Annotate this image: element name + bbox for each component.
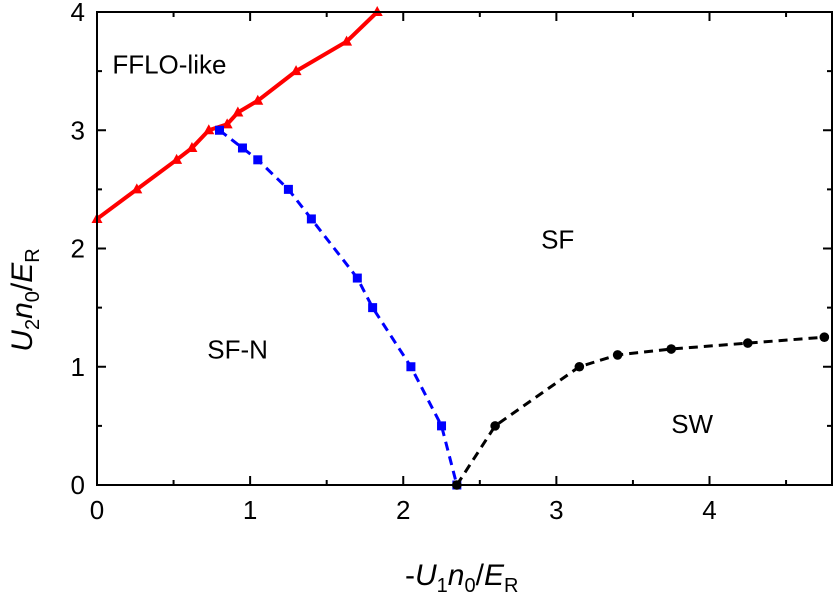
data-point [406, 362, 416, 372]
series-line [455, 335, 825, 486]
data-point [283, 184, 293, 194]
data-point [253, 155, 263, 165]
data-point [490, 421, 500, 431]
data-point [341, 35, 353, 46]
region-label: SW [671, 409, 713, 439]
y-tick-label: 0 [71, 470, 85, 500]
data-point [290, 65, 302, 76]
x-tick-label: 1 [243, 495, 257, 525]
y-tick-label: 3 [71, 115, 85, 145]
y-tick-label: 1 [71, 352, 85, 382]
data-point [252, 94, 264, 105]
data-point [131, 183, 143, 194]
y-tick-label: 2 [71, 234, 85, 264]
series-line [218, 129, 459, 486]
axis-ticks [96, 11, 832, 486]
data-point [203, 124, 215, 135]
data-point [666, 344, 677, 354]
series-layer [91, 6, 830, 490]
plot-frame [96, 11, 833, 486]
x-tick-label: 3 [549, 495, 563, 525]
x-tick-label: 4 [702, 495, 716, 525]
data-point [237, 143, 247, 153]
series-square [215, 125, 462, 490]
y-axis-label: U2n0/ER [6, 248, 44, 351]
region-label: SF [541, 225, 574, 255]
data-point [612, 350, 623, 360]
data-point [368, 303, 378, 313]
x-tick-label: 2 [396, 495, 410, 525]
data-point [437, 421, 447, 431]
data-point [352, 273, 362, 283]
region-labels: FFLO-like SF SF-N SW [112, 49, 713, 438]
data-point [574, 361, 585, 372]
region-label: SF-N [207, 334, 268, 364]
data-point [171, 153, 183, 164]
data-point [186, 141, 198, 152]
series-circle [452, 332, 830, 490]
region-label: FFLO-like [112, 49, 226, 79]
data-point [215, 125, 224, 135]
data-point [819, 332, 830, 342]
series-triangle [91, 6, 383, 223]
x-tick-label: 0 [90, 495, 104, 525]
y-tick-label: 4 [71, 0, 85, 27]
data-point [232, 106, 244, 117]
x-axis-label: -U1n0/ER [405, 559, 518, 592]
data-point [221, 118, 233, 129]
data-point [742, 338, 753, 348]
data-point [306, 214, 316, 224]
tick-labels: 0 1 2 3 4 0 1 2 3 4 [71, 0, 717, 525]
